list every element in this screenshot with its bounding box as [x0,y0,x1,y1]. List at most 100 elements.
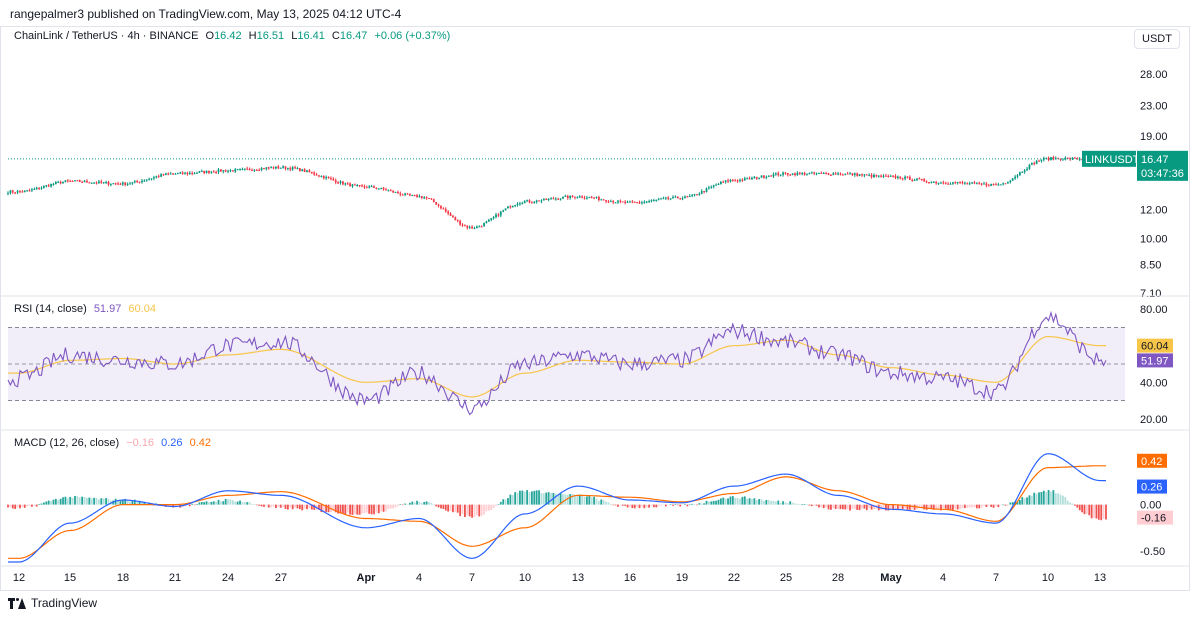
macd-histogram-bar [679,504,682,507]
candle-body [133,181,136,183]
candle-body [746,178,749,180]
macd-histogram-bar [282,504,284,508]
candle-body [952,182,954,184]
macd-histogram-bar [1016,500,1019,505]
symbol-title[interactable]: ChainLink / TetherUS · 4h · BINANCE [14,30,199,42]
macd-histogram-bar [50,501,52,505]
macd-histogram-bar [93,497,96,505]
candle-body [33,189,36,191]
candle-body [490,218,493,220]
currency-button[interactable]: USDT [1134,29,1180,49]
time-axis-tick: 16 [624,572,636,584]
macd-histogram-bar [882,504,885,510]
candle-body [588,196,591,198]
candle-body [31,189,33,191]
candle-body [873,174,875,178]
macd-histogram-bar [54,498,57,505]
macd-legend[interactable]: MACD (12, 26, close) −0.16 0.26 0.42 [14,437,211,449]
candle-body [475,226,478,229]
candle-body [992,184,995,186]
footer-brand[interactable]: TradingView [8,596,97,610]
candle-body [105,181,107,183]
candle-body [45,185,48,187]
macd-histogram-bar [865,504,868,511]
macd-histogram-bar [851,504,854,510]
time-axis-tick: 10 [519,572,531,584]
macd-histogram-bar [538,490,540,505]
macd-histogram-bar [363,504,366,514]
macd-histogram-bar [454,504,457,512]
candle-body [294,167,296,169]
macd-histogram-bar [557,494,560,505]
candle-body [282,166,284,168]
candle-body [452,215,454,218]
macd-histogram-bar [774,501,777,505]
macd-histogram-bar [90,498,93,505]
macd-histogram-bar [1011,502,1014,505]
candle-body [492,217,495,219]
macd-histogram-bar [633,504,636,509]
macd-histogram-bar [368,504,371,514]
candle-body [940,182,942,184]
candle-body [102,182,105,184]
candle-body [830,174,832,176]
macd-histogram-bar [672,504,674,506]
candle-body [643,201,646,203]
macd-histogram-bar [255,504,258,506]
candle-body [430,198,433,200]
candle-body [681,198,684,200]
candle-body [88,182,91,184]
candle-body [499,211,502,216]
candle-body [318,175,320,177]
rsi-band-fill [8,327,1125,401]
candle-body [291,167,294,170]
candle-body [985,183,988,186]
candle-body [356,185,359,187]
macd-histogram-bar [638,504,641,509]
macd-histogram-bar [952,504,954,511]
macd-histogram-bar [636,504,639,507]
candle-body [880,175,883,177]
macd-histogram-bar [806,504,808,506]
candle-body [76,180,79,182]
macd-histogram-bar [908,504,911,510]
macd-histogram-bar [497,504,500,505]
candle-body [191,172,194,174]
candle-body [676,196,679,199]
macd-histogram-bar [985,504,988,507]
macd-histogram-bar [377,504,380,514]
macd-histogram-bar [1021,497,1024,505]
macd-histogram-bar [236,501,239,505]
macd-hist-legend-value: −0.16 [126,437,155,449]
macd-histogram-bar [210,501,213,505]
candle-body [483,223,485,227]
macd-histogram-bar [143,501,146,505]
candle-body [83,180,86,183]
macd-histogram-bar [746,498,749,505]
candle-body [119,183,122,185]
macd-histogram-bar [40,503,43,505]
macd-histogram-bar [1033,492,1036,505]
candle-body [801,173,804,175]
candle-body [995,184,997,186]
macd-histogram-bar [121,499,124,505]
candle-body [535,200,538,202]
macd-histogram-bar [7,504,9,508]
macd-histogram-bar [188,504,191,507]
rsi-ma-legend-value: 60.04 [128,303,156,315]
candle-body [987,185,990,187]
macd-histogram-bar [442,504,445,509]
candle-body [188,172,191,175]
macd-histogram-bar [1028,495,1031,505]
macd-histogram-bar [394,504,397,508]
candle-body [657,199,660,201]
macd-histogram-bar [827,504,830,510]
candle-body [270,167,273,169]
candle-body [21,191,24,193]
macd-histogram-bar [839,504,842,510]
macd-histogram-bar [423,501,426,505]
candle-body [227,170,229,172]
rsi-legend[interactable]: RSI (14, close) 51.97 60.04 [14,303,156,315]
candle-body [734,180,737,182]
